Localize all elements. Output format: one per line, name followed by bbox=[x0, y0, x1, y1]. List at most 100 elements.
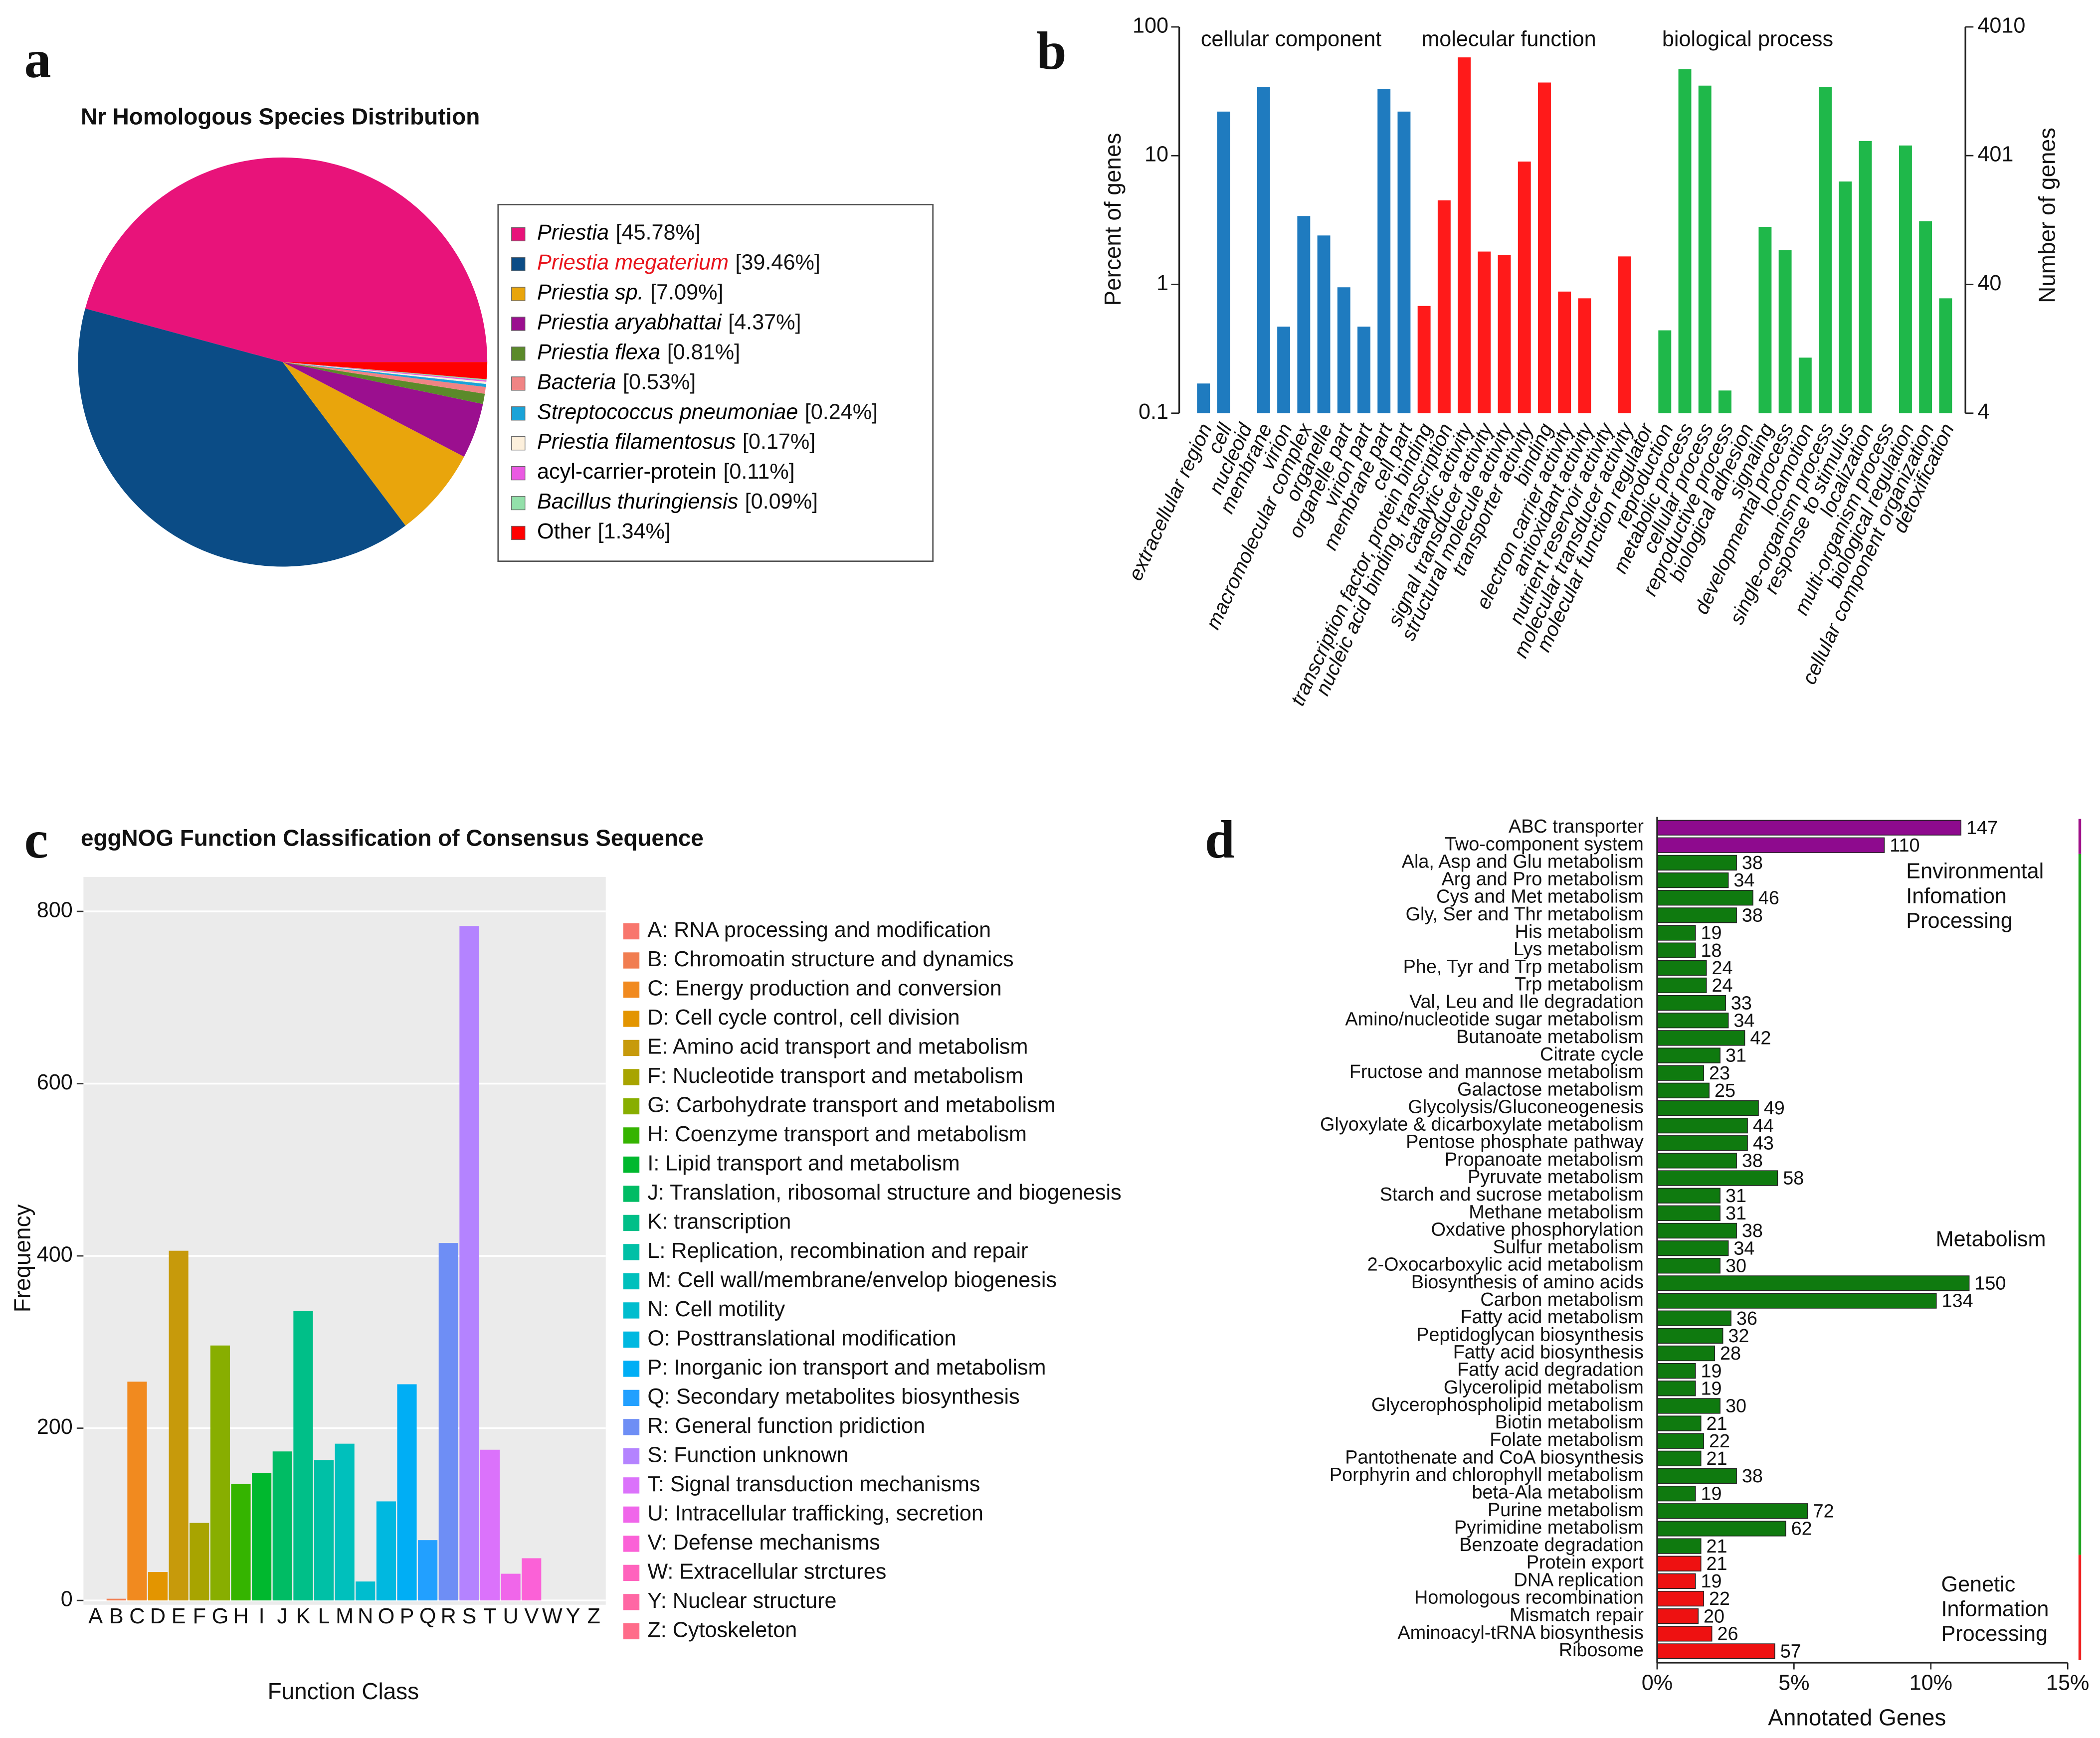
bar bbox=[1657, 1047, 1720, 1063]
y-tick-label: Pyrimidine metabolism bbox=[1454, 1517, 1644, 1538]
group-label: cellular component bbox=[1201, 27, 1381, 51]
legend-label: M: Cell wall/membrane/envelop biogenesis bbox=[647, 1268, 1057, 1292]
bar bbox=[1919, 221, 1932, 413]
legend-swatch bbox=[511, 227, 526, 241]
data-label: 57 bbox=[1780, 1641, 1801, 1662]
legend-value: [0.17%] bbox=[743, 430, 815, 454]
x-tick-label: I bbox=[259, 1604, 265, 1628]
x-tick-label: M bbox=[336, 1604, 354, 1628]
bar bbox=[1657, 872, 1729, 888]
chart-title: Nr Homologous Species Distribution bbox=[81, 104, 480, 130]
legend-swatch bbox=[623, 1448, 640, 1465]
bar bbox=[127, 1382, 147, 1601]
bar bbox=[1558, 291, 1571, 413]
y-tick-label: His metabolism bbox=[1515, 921, 1644, 942]
legend-label: Y: Nuclear structure bbox=[647, 1589, 836, 1613]
legend-swatch bbox=[623, 1215, 640, 1231]
y-tick-label: Butanoate metabolism bbox=[1456, 1027, 1644, 1047]
legend-swatch bbox=[623, 1098, 640, 1115]
bar bbox=[1899, 145, 1912, 413]
bar bbox=[1657, 1013, 1729, 1029]
legend-label: J: Translation, ribosomal structure and … bbox=[647, 1181, 1121, 1205]
legend-swatch bbox=[623, 1506, 640, 1523]
data-label: 31 bbox=[1725, 1203, 1746, 1224]
data-label: 24 bbox=[1712, 958, 1733, 979]
x-tick-label: G bbox=[212, 1604, 229, 1628]
x-tick-label: B bbox=[109, 1604, 124, 1628]
bar bbox=[438, 1243, 458, 1601]
bar bbox=[1859, 141, 1872, 413]
legend-entry: Bacteria [0.53%] bbox=[537, 370, 696, 394]
y-tick-label: Fructose and mannose metabolism bbox=[1349, 1061, 1644, 1082]
pie-slice bbox=[282, 362, 464, 526]
bar bbox=[501, 1573, 521, 1601]
legend-box bbox=[497, 203, 934, 562]
legend-swatch bbox=[623, 1594, 640, 1610]
data-label: 58 bbox=[1783, 1168, 1804, 1189]
bar bbox=[1657, 1170, 1778, 1186]
legend-entry: Bacillus thuringiensis [0.09%] bbox=[537, 490, 818, 514]
legend-label: E: Amino acid transport and metabolism bbox=[647, 1035, 1028, 1058]
bar bbox=[1758, 227, 1772, 413]
legend-label: G: Carbohydrate transport and metabolism bbox=[647, 1093, 1055, 1117]
legend-label: Q: Secondary metabolites biosynthesis bbox=[647, 1385, 1019, 1408]
y2-tick-label: 4 bbox=[1977, 400, 1989, 424]
legend-entry: Priestia flexa [0.81%] bbox=[537, 341, 740, 364]
bar bbox=[1657, 1117, 1748, 1134]
text-line: Processing bbox=[1941, 1622, 2048, 1646]
y-tick-label: Protein export bbox=[1527, 1552, 1644, 1573]
y-tick-label: Trp metabolism bbox=[1515, 974, 1644, 995]
y-axis-title: Frequency bbox=[9, 1204, 35, 1312]
legend-name: Priestia filamentosus bbox=[537, 430, 736, 454]
bar bbox=[1678, 69, 1692, 413]
x-tick-label: P bbox=[400, 1604, 414, 1628]
x-tick-label: A bbox=[88, 1604, 103, 1628]
y-tick-label: Glycerolipid metabolism bbox=[1444, 1377, 1644, 1398]
y-axis-title: Percent of genes bbox=[1100, 133, 1126, 306]
bar bbox=[1657, 1345, 1715, 1362]
pie-slice bbox=[85, 157, 488, 362]
legend-swatch bbox=[623, 1244, 640, 1260]
bar bbox=[1458, 57, 1471, 413]
y-tick-label: Ribosome bbox=[1559, 1640, 1644, 1661]
legend-swatch bbox=[623, 1623, 640, 1640]
legend-name: Bacteria bbox=[537, 370, 616, 394]
data-label: 30 bbox=[1725, 1396, 1746, 1417]
panel-label: c bbox=[24, 810, 48, 869]
legend-entry: Priestia megaterium [39.46%] bbox=[537, 251, 820, 275]
legend-label: D: Cell cycle control, cell division bbox=[647, 1006, 959, 1030]
data-label: 28 bbox=[1720, 1343, 1741, 1364]
bar bbox=[1657, 890, 1753, 906]
data-label: 150 bbox=[1974, 1273, 2006, 1294]
data-label: 22 bbox=[1709, 1431, 1730, 1452]
bar bbox=[1657, 1363, 1696, 1379]
bar bbox=[522, 1558, 542, 1601]
legend-label: U: Intracellular trafficking, secretion bbox=[647, 1501, 983, 1525]
panel-label: b bbox=[1037, 21, 1067, 81]
data-label: 38 bbox=[1742, 853, 1763, 873]
y-tick-label: Glycerophospholipid metabolism bbox=[1371, 1394, 1644, 1415]
data-label: 22 bbox=[1709, 1588, 1730, 1609]
bar bbox=[1718, 390, 1731, 413]
legend-label: I: Lipid transport and metabolism bbox=[647, 1151, 959, 1175]
y-tick-label: Galactose metabolism bbox=[1457, 1079, 1644, 1100]
bar bbox=[1657, 1486, 1696, 1502]
legend-entry: Priestia sp. [7.09%] bbox=[537, 281, 723, 305]
bar bbox=[210, 1345, 230, 1601]
x-tick-label: 10% bbox=[1909, 1671, 1952, 1695]
bar bbox=[252, 1473, 272, 1601]
x-tick-label: O bbox=[378, 1604, 395, 1628]
x-tick-label: C bbox=[129, 1604, 145, 1628]
y-tick-label: Fatty acid biosynthesis bbox=[1453, 1342, 1644, 1363]
x-tick-label: W bbox=[542, 1604, 563, 1628]
bar bbox=[356, 1581, 376, 1601]
bar bbox=[1657, 1188, 1720, 1204]
y-tick-label: Lys metabolism bbox=[1514, 939, 1644, 960]
bar bbox=[1657, 1590, 1705, 1607]
x-tick-label: Z bbox=[587, 1604, 600, 1628]
legend-label: N: Cell motility bbox=[647, 1297, 785, 1321]
panel-label: a bbox=[24, 29, 51, 89]
pie-slice bbox=[282, 362, 487, 380]
y2-axis-title: Number of genes bbox=[2034, 128, 2060, 303]
legend-label: O: Posttranslational modification bbox=[647, 1326, 956, 1350]
